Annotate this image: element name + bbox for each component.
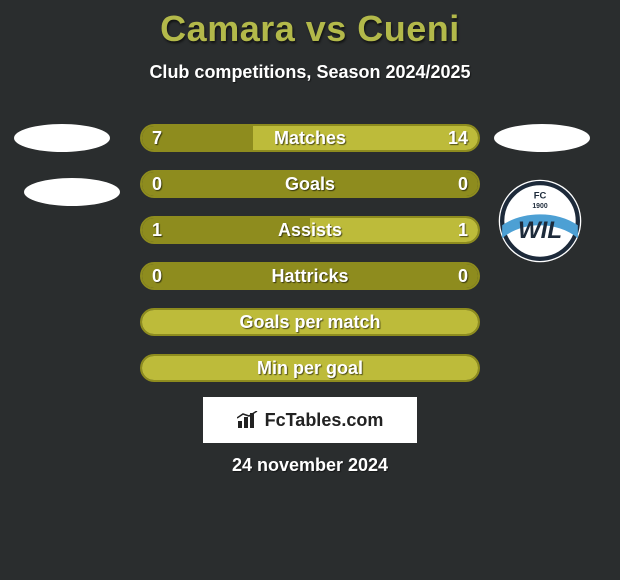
bar-name: Goals [142,172,478,196]
footer-text: FcTables.com [265,410,384,431]
bar-right-value: 0 [458,172,468,196]
chart-bars-icon [237,411,259,429]
club-badge-wil: FC 1900 WIL [497,178,583,264]
bar-hattricks: 0 Hattricks 0 [140,262,480,290]
bar-name: Hattricks [142,264,478,288]
bar-name: Assists [142,218,478,242]
left-crest-1 [14,124,110,152]
svg-text:FC: FC [534,191,547,202]
right-crest-1 [494,124,590,152]
comparison-card: Camara vs Cueni Club competitions, Seaso… [0,0,620,580]
bar-right-value: 0 [458,264,468,288]
left-crest-2 [24,178,120,206]
footer-date: 24 november 2024 [0,455,620,476]
stat-bars: 7 Matches 14 0 Goals 0 1 Assists 1 0 Hat… [140,124,480,400]
bar-matches: 7 Matches 14 [140,124,480,152]
bar-name: Min per goal [142,356,478,380]
bar-goals: 0 Goals 0 [140,170,480,198]
svg-text:1900: 1900 [532,203,547,210]
bar-min-per-goal: Min per goal [140,354,480,382]
page-title: Camara vs Cueni [0,8,620,50]
bar-right-value: 1 [458,218,468,242]
bar-right-value: 14 [448,126,468,150]
bar-goals-per-match: Goals per match [140,308,480,336]
club-badge-icon: FC 1900 WIL [497,178,583,264]
bar-assists: 1 Assists 1 [140,216,480,244]
subtitle: Club competitions, Season 2024/2025 [0,62,620,83]
footer-attribution: FcTables.com [203,397,417,443]
bar-name: Goals per match [142,310,478,334]
svg-text:WIL: WIL [518,217,562,244]
bar-name: Matches [142,126,478,150]
